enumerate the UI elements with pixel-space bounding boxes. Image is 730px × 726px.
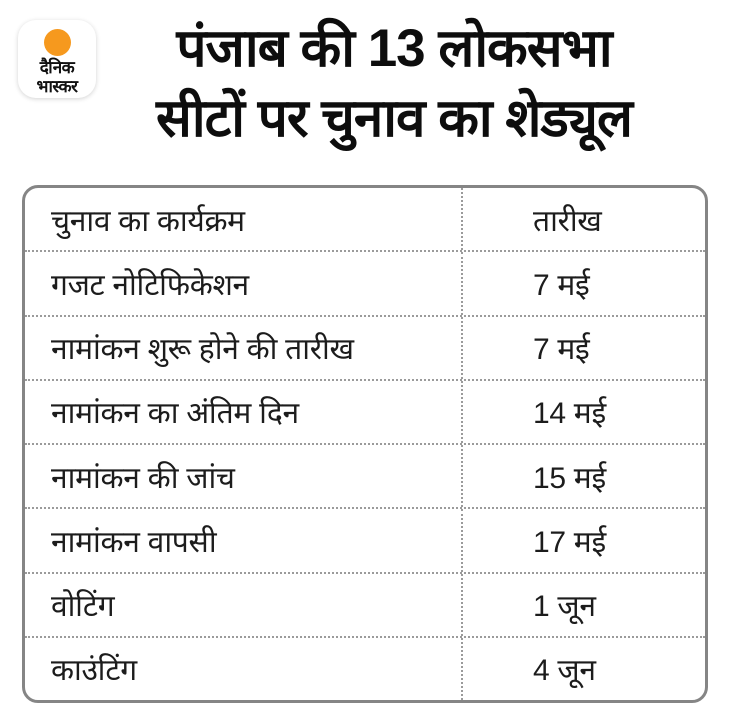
table-row: वोटिंग 1 जून xyxy=(25,571,705,636)
table-row: नामांकन का अंतिम दिन 14 मई xyxy=(25,378,705,443)
program-cell: नामांकन वापसी xyxy=(51,525,217,559)
date-cell: 7 मई xyxy=(461,316,705,379)
program-column-header: चुनाव का कार्यक्रम xyxy=(51,204,245,238)
program-cell: नामांकन की जांच xyxy=(51,461,235,495)
sun-icon xyxy=(43,29,71,56)
schedule-table: चुनाव का कार्यक्रम तारीख गजट नोटिफिकेशन 7 म… xyxy=(22,185,708,703)
program-cell: काउंटिंग xyxy=(51,654,137,688)
table-row: काउंटिंग 4 जून xyxy=(25,635,705,700)
header: दैनिक भास्कर पंजाब की 13 लोकसभा सीटों पर… xyxy=(0,0,730,180)
table-row: गजट नोटिफिकेशन 7 मई xyxy=(25,250,705,315)
dainik-bhaskar-logo: दैनिक भास्कर xyxy=(18,20,96,98)
page-title-line2: सीटों पर चुनाव का शेड्यूल xyxy=(156,89,633,148)
program-cell: गजट नोटिफिकेशन xyxy=(51,268,249,302)
date-cell: 4 जून xyxy=(461,637,705,700)
date-cell: 7 मई xyxy=(461,252,705,315)
program-cell: नामांकन शुरू होने की तारीख xyxy=(51,333,354,367)
date-cell: 17 मई xyxy=(461,509,705,572)
date-column-header: तारीख xyxy=(461,188,705,251)
program-cell: वोटिंग xyxy=(51,590,115,624)
logo-text-line1: दैनिक xyxy=(39,58,75,77)
date-cell: 15 मई xyxy=(461,445,705,508)
logo-text-line2: भास्कर xyxy=(36,77,78,96)
page-title-line1: पंजाब की 13 लोकसभा xyxy=(176,19,612,78)
table-row: नामांकन की जांच 15 मई xyxy=(25,443,705,508)
page-title: पंजाब की 13 लोकसभा सीटों पर चुनाव का शेड… xyxy=(100,0,688,154)
date-cell: 14 मई xyxy=(461,380,705,443)
table-row: नामांकन शुरू होने की तारीख 7 मई xyxy=(25,314,705,379)
date-cell: 1 जून xyxy=(461,573,705,636)
logo-text: दैनिक भास्कर xyxy=(37,58,78,96)
table-header-row: चुनाव का कार्यक्रम तारीख xyxy=(25,188,705,251)
table-row: नामांकन वापसी 17 मई xyxy=(25,507,705,572)
program-cell: नामांकन का अंतिम दिन xyxy=(51,397,299,431)
